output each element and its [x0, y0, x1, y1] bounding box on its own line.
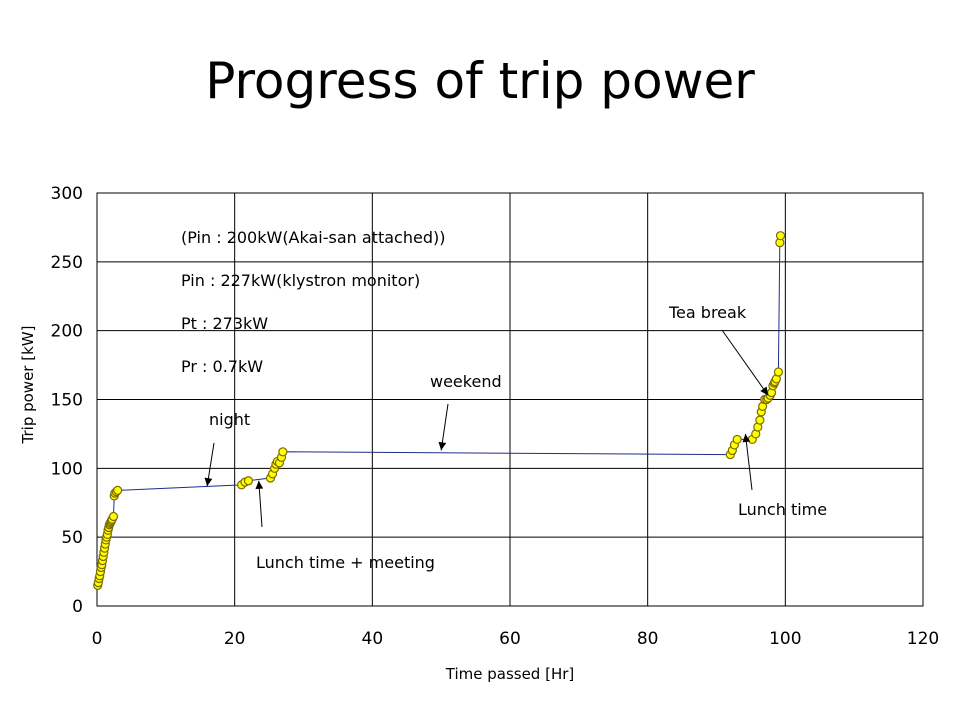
plot-frame [96, 192, 924, 607]
annotation-arrow [721, 329, 769, 396]
annotation-arrowhead [438, 441, 447, 451]
x-tick-label: 120 [907, 629, 939, 649]
y-tick-label: 200 [51, 322, 83, 342]
annotation-label: Lunch time + meeting [256, 553, 435, 572]
parameter-note: Pt : 273kW [181, 314, 268, 333]
x-tick-label: 100 [769, 629, 801, 649]
annotations: night Lunch time + meeting weekend Tea brea… [204, 303, 827, 572]
parameter-note: Pin : 227kW(klystron monitor) [181, 271, 420, 290]
annotation-arrowhead [255, 480, 264, 490]
y-tick-label: 300 [51, 184, 83, 204]
x-tick-label: 20 [224, 629, 246, 649]
parameter-note: Pr : 0.7kW [181, 357, 263, 376]
annotation-arrowhead [742, 433, 751, 443]
slide-title: Progress of trip power [205, 52, 755, 110]
annotation-arrowhead [204, 477, 213, 487]
annotation-label: weekend [430, 372, 502, 391]
grid [96, 192, 924, 607]
x-tick-label: 0 [92, 629, 103, 649]
annotation-label: night [209, 410, 250, 429]
data-point [775, 231, 786, 241]
tick-labels: 0 20 40 60 80 100 120 0 50 100 150 200 250 300 [51, 184, 940, 649]
x-tick-label: 80 [637, 629, 659, 649]
data-point [732, 434, 742, 445]
x-tick-label: 60 [499, 629, 521, 649]
y-tick-label: 250 [51, 253, 83, 273]
data-points [93, 231, 786, 590]
y-tick-label: 50 [61, 528, 83, 548]
parameter-note: (Pin : 200kW(Akai-san attached)) [181, 228, 445, 247]
annotation-arrowhead [760, 386, 769, 396]
parameter-notes: (Pin : 200kW(Akai-san attached)) Pin : 22… [181, 228, 445, 376]
data-point [773, 367, 784, 377]
data-point [243, 476, 254, 486]
data-point [755, 415, 765, 425]
annotation-label: Lunch time [738, 500, 827, 519]
y-tick-label: 150 [51, 391, 83, 411]
data-point [278, 447, 288, 457]
y-tick-label: 100 [51, 459, 83, 479]
annotation-label: Tea break [668, 303, 747, 322]
x-axis-label: Time passed [Hr] [445, 665, 575, 683]
data-point [113, 485, 123, 495]
data-point [108, 511, 119, 522]
y-tick-label: 0 [72, 597, 83, 617]
y-axis-label: Trip power [kW] [19, 326, 37, 445]
annotation-arrow [744, 433, 753, 491]
x-tick-label: 40 [362, 629, 384, 649]
